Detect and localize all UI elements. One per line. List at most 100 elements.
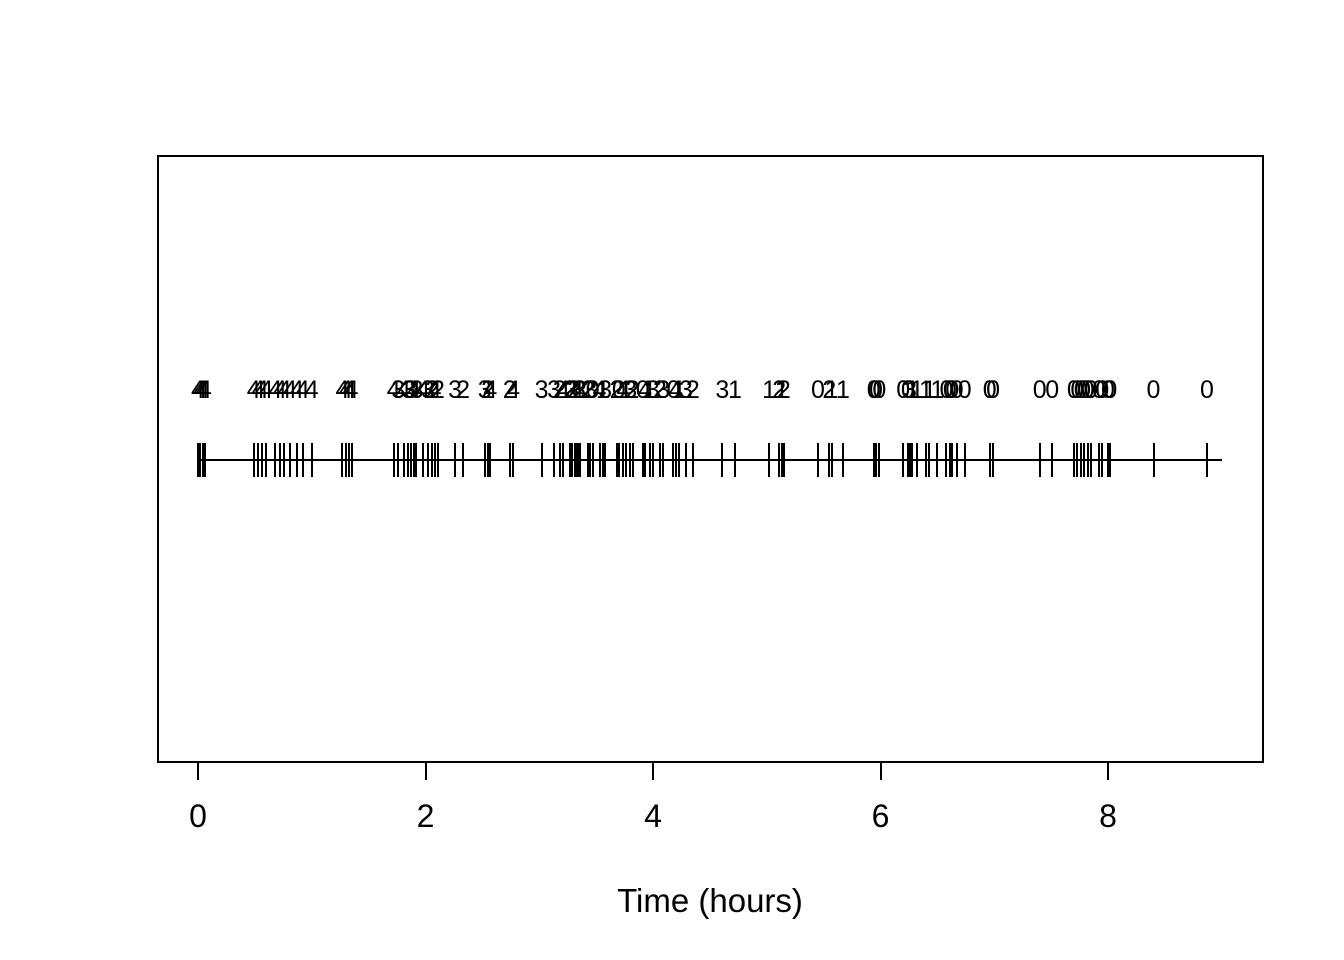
x-axis-tick-label: 4 — [644, 798, 662, 834]
event-count-label: 4 — [304, 376, 319, 404]
event-tick — [1109, 443, 1112, 477]
event-count-label: 4 — [569, 376, 584, 404]
event-tick — [768, 443, 771, 477]
event-tick — [487, 443, 490, 477]
event-tick — [278, 443, 281, 477]
event-count-label: 2 — [772, 376, 787, 404]
event-count-label: 4 — [668, 376, 683, 404]
event-tick — [571, 443, 574, 477]
event-count-label: 4 — [277, 376, 292, 404]
event-count-label: 4 — [407, 376, 422, 404]
event-count-label: 0 — [872, 376, 887, 404]
event-tick — [678, 443, 681, 477]
event-count-label: 4 — [246, 376, 261, 404]
event-count-label: 3 — [547, 376, 561, 404]
event-count-label: 3 — [565, 376, 580, 404]
event-tick — [1101, 443, 1104, 477]
event-count-label: 0 — [868, 376, 883, 404]
event-tick — [341, 443, 344, 477]
event-tick — [841, 443, 844, 477]
event-tick — [407, 443, 410, 477]
event-tick — [911, 443, 914, 477]
event-tick — [199, 443, 202, 477]
event-tick — [344, 443, 347, 477]
event-tick — [201, 443, 204, 477]
event-count-label: 2 — [625, 376, 640, 404]
event-count-label: 4 — [416, 376, 431, 404]
event-count-label: 2 — [609, 376, 624, 404]
event-tick — [780, 443, 783, 477]
event-tick — [540, 443, 543, 477]
event-tick — [928, 443, 931, 477]
event-count-label: 2 — [456, 376, 470, 404]
event-count-label: 0 — [986, 376, 1001, 404]
event-tick — [629, 443, 632, 477]
event-tick — [662, 443, 665, 477]
event-tick — [988, 443, 991, 477]
event-tick — [778, 443, 781, 477]
event-count-label: 0 — [1101, 376, 1115, 404]
event-count-label: 0 — [585, 376, 600, 404]
event-tick — [575, 443, 578, 477]
event-tick — [274, 443, 277, 477]
event-count-label: 4 — [427, 376, 442, 404]
event-count-label: 2 — [502, 376, 517, 404]
event-tick — [562, 443, 565, 477]
event-count-label: 2 — [581, 376, 596, 404]
event-count-label: 1 — [762, 376, 776, 404]
event-count-label: 1 — [727, 376, 742, 404]
event-count-label: 3 — [401, 376, 416, 404]
event-count-label: 0 — [666, 376, 681, 404]
event-tick — [1079, 443, 1082, 477]
event-count-label: 3 — [477, 376, 492, 404]
event-count-label: 4 — [254, 376, 269, 404]
event-tick — [587, 443, 590, 477]
event-count-label: 3 — [403, 376, 418, 404]
event-count-label: 4 — [251, 376, 266, 404]
event-tick — [578, 443, 581, 477]
event-tick — [568, 443, 571, 477]
event-tick — [615, 443, 618, 477]
event-tick — [350, 443, 353, 477]
event-count-label: 0 — [982, 376, 997, 404]
event-tick — [631, 443, 634, 477]
event-count-label: 2 — [685, 376, 700, 404]
event-tick — [392, 443, 395, 477]
event-tick — [1097, 443, 1100, 477]
event-count-label: 1 — [618, 376, 633, 404]
event-tick — [828, 443, 831, 477]
event-tick — [1076, 443, 1079, 477]
event-tick — [397, 443, 400, 477]
event-tick — [265, 443, 268, 477]
event-count-label: 0 — [611, 376, 626, 404]
event-tick — [483, 443, 486, 477]
event-tick — [348, 443, 351, 477]
event-count-label: 2 — [652, 376, 667, 404]
event-count-label: 3 — [656, 376, 671, 404]
event-count-label: 3 — [409, 376, 424, 404]
event-count-label: 2 — [481, 376, 496, 404]
event-tick — [830, 443, 833, 477]
event-tick — [260, 443, 263, 477]
event-count-label: 0 — [942, 376, 957, 404]
event-tick — [437, 443, 439, 477]
x-axis-tick-label: 0 — [189, 798, 207, 834]
event-tick — [589, 443, 592, 477]
event-count-label: 4 — [386, 376, 401, 404]
event-count-label: 4 — [483, 376, 498, 404]
event-tick — [658, 443, 661, 477]
event-tick — [648, 443, 651, 477]
event-count-label: 4 — [396, 376, 411, 404]
event-tick — [721, 443, 724, 477]
event-count-label: 0 — [900, 376, 915, 404]
event-count-label: 4 — [592, 376, 607, 404]
event-count-label: 0 — [945, 376, 960, 404]
event-count-label: 3 — [583, 376, 598, 404]
event-count-label: 3 — [448, 376, 463, 404]
event-tick — [598, 443, 601, 477]
event-count-label: 2 — [563, 376, 577, 404]
event-count-label: 0 — [896, 376, 911, 404]
event-tick — [674, 443, 677, 477]
x-axis-tick-label: 6 — [871, 798, 890, 834]
event-tick — [558, 443, 561, 477]
